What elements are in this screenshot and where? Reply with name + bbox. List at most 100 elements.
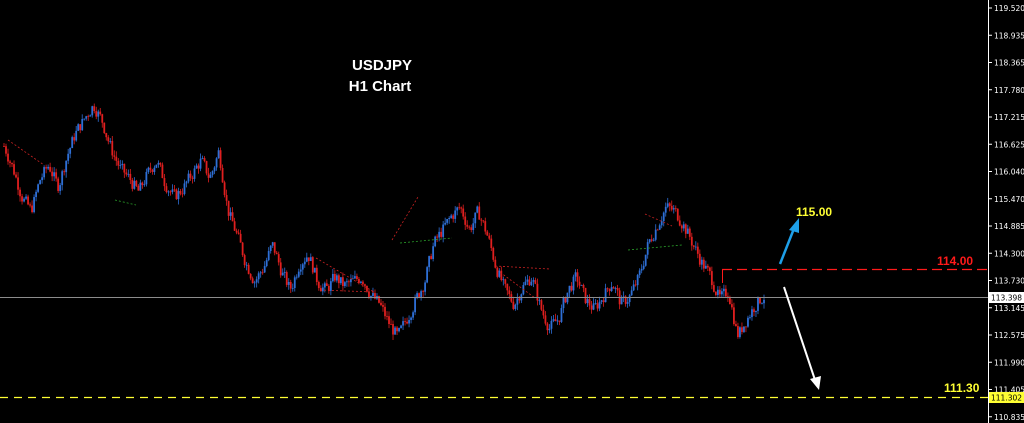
candle-body [215, 158, 218, 168]
candle-body [398, 327, 400, 332]
candle-body [484, 221, 487, 232]
candle-body [241, 242, 244, 256]
candle-body [25, 196, 27, 199]
candle-body [432, 246, 435, 259]
candle-body [600, 300, 603, 302]
candle-body [289, 282, 292, 289]
candle-body [612, 287, 615, 289]
candle-body [592, 303, 595, 310]
candle-body [402, 321, 404, 326]
candle-body [53, 172, 56, 177]
candle-body [171, 189, 174, 193]
candle-body [606, 288, 609, 290]
chart-title: USDJPY [352, 57, 412, 74]
candle-body [29, 204, 31, 206]
candle-body [313, 267, 316, 273]
candle-body [49, 166, 52, 172]
y-tick-label: 114.885 [994, 222, 1024, 231]
candle-body [91, 106, 94, 116]
candle-body [731, 304, 733, 308]
candle-body [440, 231, 443, 237]
candle-body [293, 277, 296, 289]
candle-body [446, 219, 449, 223]
candle-body [43, 167, 46, 178]
candle-body [173, 189, 176, 191]
candle-body [378, 296, 380, 303]
candle-body [759, 297, 761, 304]
candle-body [93, 106, 96, 112]
candle-body [500, 270, 503, 280]
candle-body [123, 163, 126, 173]
candle-body [15, 174, 17, 178]
candle-body [195, 165, 198, 169]
candle-body [23, 198, 25, 202]
candle-body [735, 324, 737, 327]
candle-body [103, 122, 106, 134]
candle-body [686, 228, 689, 234]
candle-body [470, 227, 473, 231]
candle-body [13, 164, 15, 175]
candle-body [205, 161, 208, 174]
candle-body [213, 167, 216, 172]
candle-body [372, 293, 374, 296]
candle-body [628, 295, 631, 303]
candle-body [542, 309, 545, 316]
candle-body [448, 218, 451, 220]
candle-body [191, 177, 194, 179]
candle-body [442, 224, 445, 237]
candle-body [189, 173, 192, 178]
candle-body [438, 231, 441, 238]
trendline [7, 139, 45, 166]
candle-body [259, 272, 262, 274]
candle-body [203, 158, 206, 162]
support-price-label: 111.302 [991, 394, 1022, 403]
candle-body [177, 191, 180, 200]
candle-body [716, 289, 719, 295]
candle-body [323, 283, 326, 288]
candle-body [388, 316, 390, 325]
candle-body [704, 265, 707, 269]
candle-body [267, 251, 270, 261]
candle-body [610, 287, 613, 292]
candle-body [51, 171, 54, 177]
candle-body [339, 277, 342, 284]
candle-body [739, 327, 741, 338]
candle-body [422, 291, 425, 292]
candle-body [656, 229, 659, 231]
candle-body [337, 275, 340, 284]
support-price-box [989, 392, 1024, 403]
candle-body [199, 158, 202, 169]
candle-body [269, 245, 272, 252]
candle-body [518, 298, 521, 301]
candle-body [309, 257, 312, 262]
candle-body [249, 273, 252, 279]
candle-body [21, 196, 23, 202]
candle-body [582, 284, 585, 288]
candle-body [69, 148, 72, 154]
candle-body [237, 232, 240, 234]
candle-body [201, 158, 204, 159]
candle-body [548, 328, 551, 331]
candle-body [147, 167, 150, 172]
candle-body [654, 229, 657, 240]
candle-body [163, 178, 166, 187]
candle-body [151, 169, 154, 172]
price-axis: 119.520 118.935 118.365 117.780 117.215 116.6… [988, 0, 1024, 423]
candle-body [321, 287, 324, 292]
candle-body [682, 224, 685, 229]
candle-body [729, 297, 731, 305]
candle-body [327, 285, 330, 291]
y-tick-label: 116.625 [994, 140, 1024, 149]
candle-body [722, 288, 725, 292]
candle-body [504, 279, 507, 284]
candle-body [412, 312, 414, 318]
candle-body [733, 307, 735, 325]
candle-body [640, 268, 643, 271]
candle-body [107, 137, 110, 142]
candle-body [253, 282, 256, 284]
candle-body [646, 242, 649, 255]
candle-body [368, 291, 370, 298]
candle-body [179, 191, 182, 194]
candle-body [301, 264, 304, 270]
